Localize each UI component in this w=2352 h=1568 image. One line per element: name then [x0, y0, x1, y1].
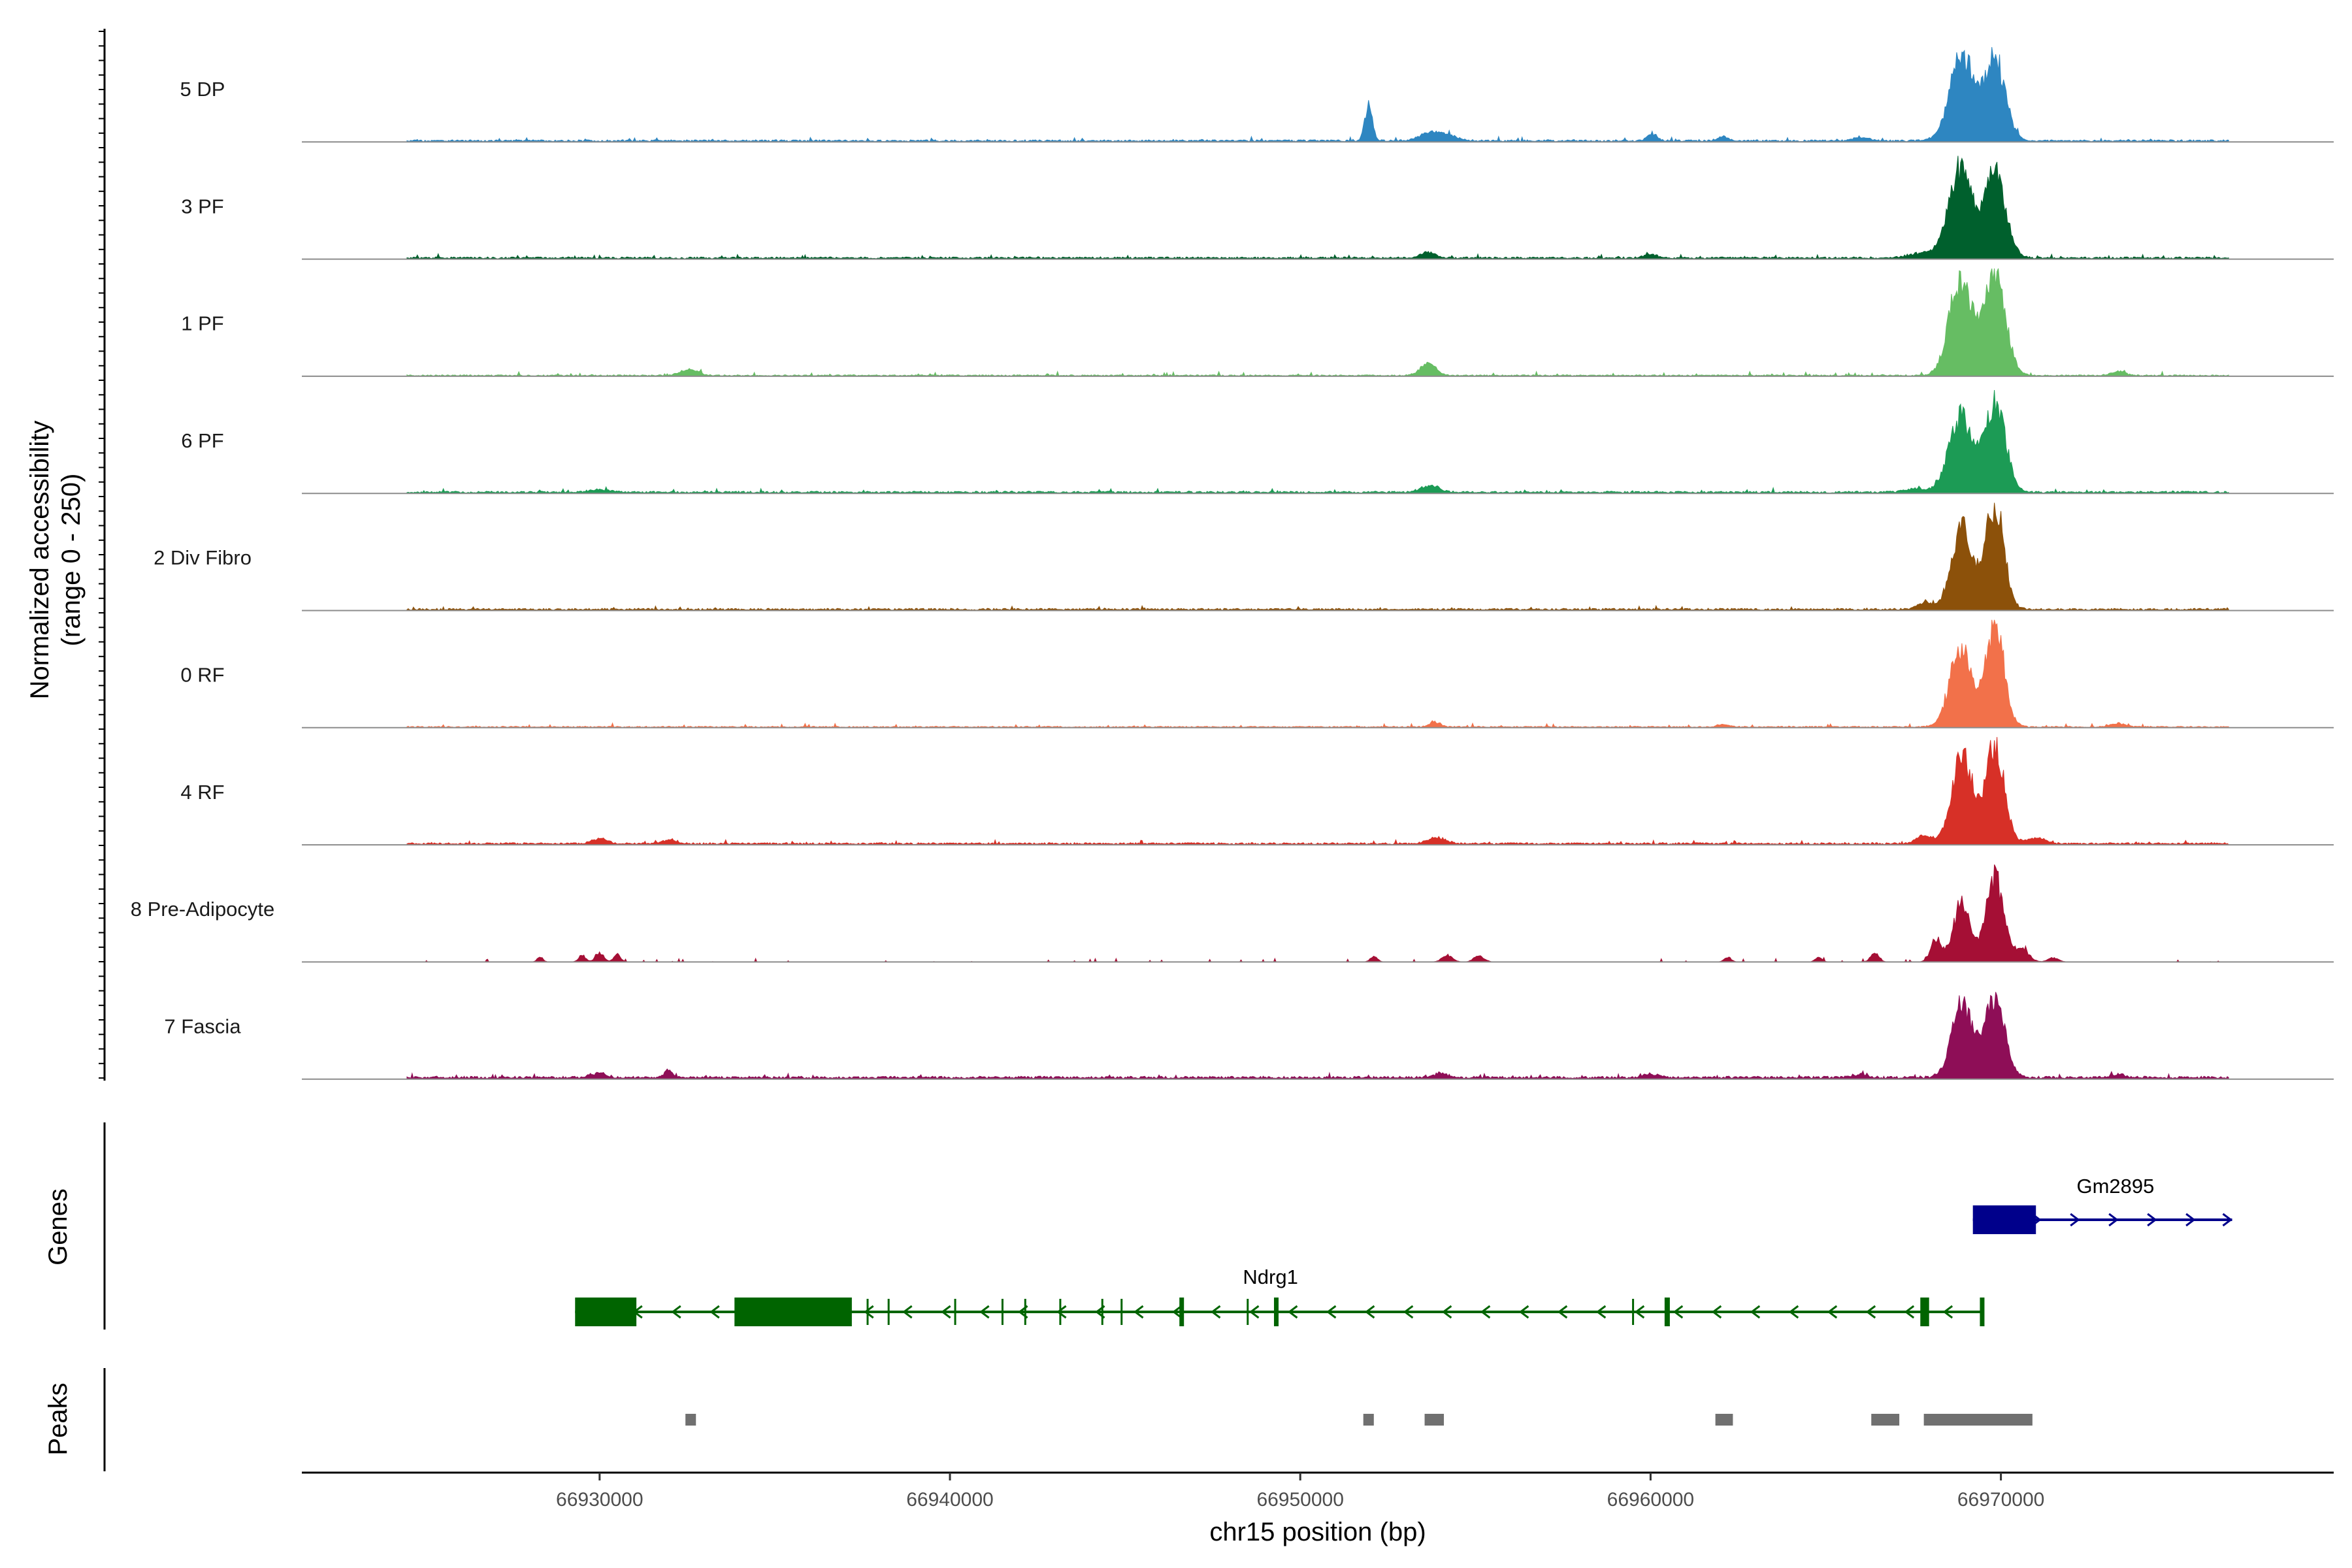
- track-label: 6 PF: [181, 429, 223, 452]
- track-2-div-fibro: 2 Div Fibro: [154, 502, 2334, 612]
- track-7-fascia: 7 Fascia: [164, 992, 2334, 1080]
- x-tick-label: 66930000: [556, 1489, 643, 1511]
- peak-region: [1715, 1414, 1733, 1426]
- strand-chevron: [1249, 1305, 1260, 1319]
- strand-chevron: [2147, 1213, 2157, 1227]
- x-tick-label: 66940000: [906, 1489, 993, 1511]
- track-5-dp: 5 DP: [180, 47, 2334, 143]
- gene-exon: [1179, 1298, 1184, 1326]
- strand-chevron: [1211, 1305, 1221, 1319]
- strand-chevron: [2222, 1213, 2232, 1227]
- strand-chevron: [1480, 1305, 1491, 1319]
- track-6-pf: 6 PF: [181, 389, 2334, 495]
- genes-track-title: Genes: [44, 1188, 73, 1266]
- strand-chevron: [2185, 1213, 2196, 1227]
- gene-exon: [1920, 1298, 1929, 1326]
- track-label: 4 RF: [180, 781, 224, 804]
- strand-chevron: [1403, 1305, 1414, 1319]
- peaks-track: Peaks: [44, 1368, 2033, 1471]
- peak-region: [1424, 1414, 1445, 1426]
- strand-chevron: [2070, 1213, 2080, 1227]
- track-1-pf: 1 PF: [181, 268, 2334, 377]
- strand-chevron: [1172, 1305, 1183, 1319]
- strand-chevron: [1056, 1305, 1067, 1319]
- coverage-area: [406, 737, 2229, 845]
- track-8-pre-adipocyte: 8 Pre-Adipocyte: [131, 864, 2334, 963]
- strand-chevron: [1942, 1305, 1953, 1319]
- strand-chevron: [1827, 1305, 1838, 1319]
- track-4-rf: 4 RF: [180, 737, 2334, 846]
- coverage-tracks: 5 DP 3 PF 1 PF 6 PF 2 Div Fibro 0 RF 4 RF 8 Pre…: [131, 47, 2334, 1080]
- gene-exon: [734, 1298, 852, 1326]
- strand-chevron: [864, 1305, 874, 1319]
- track-label: 3 PF: [181, 195, 223, 218]
- y-axis: Normalized accessibility (range 0 - 250): [25, 29, 106, 1081]
- track-label: 7 Fascia: [164, 1015, 241, 1037]
- strand-chevron: [1364, 1305, 1375, 1319]
- coverage-area: [406, 47, 2229, 142]
- track-label: 8 Pre-Adipocyte: [131, 898, 275, 921]
- x-tick-label: 66960000: [1607, 1489, 1694, 1511]
- strand-chevron: [1750, 1305, 1761, 1319]
- peak-region: [1363, 1414, 1374, 1426]
- track-label: 1 PF: [181, 312, 223, 335]
- strand-chevron: [2108, 1213, 2119, 1227]
- track-0-rf: 0 RF: [180, 619, 2334, 728]
- coverage-area: [406, 619, 2229, 728]
- genes-track: Genes Ndrg1 Gm2895: [44, 1122, 2232, 1330]
- coverage-area: [406, 389, 2229, 494]
- track-label: 0 RF: [180, 664, 224, 687]
- y-axis-title-line-1: Normalized accessibility: [25, 421, 54, 700]
- strand-chevron: [1326, 1305, 1337, 1319]
- gene-exon: [1273, 1298, 1279, 1326]
- strand-chevron: [1711, 1305, 1722, 1319]
- coverage-area: [406, 864, 2229, 962]
- gene-exon: [575, 1298, 637, 1326]
- strand-chevron: [1904, 1305, 1915, 1319]
- x-axis: chr15 position (bp) 66930000 66940000 6695…: [302, 1471, 2334, 1546]
- peak-region: [1871, 1414, 1900, 1426]
- strand-chevron: [902, 1305, 913, 1319]
- gene-ndrg1: Ndrg1: [575, 1266, 1985, 1326]
- strand-chevron: [1557, 1305, 1568, 1319]
- peaks-track-title: Peaks: [44, 1382, 73, 1455]
- gene-gm2895: Gm2895: [1972, 1175, 2232, 1234]
- strand-chevron: [1634, 1305, 1645, 1319]
- track-3-pf: 3 PF: [181, 155, 2334, 260]
- track-label: 2 Div Fibro: [154, 546, 252, 569]
- strand-chevron: [979, 1305, 990, 1319]
- track-label: 5 DP: [180, 78, 225, 101]
- coverage-area: [406, 502, 2229, 611]
- y-axis-title-line-2: (range 0 - 250): [57, 474, 86, 647]
- gene-label: Ndrg1: [1243, 1266, 1298, 1288]
- gene-exon: [1980, 1298, 1985, 1326]
- strand-chevron: [1287, 1305, 1298, 1319]
- gene-exon: [1664, 1298, 1670, 1326]
- strand-chevron: [941, 1305, 951, 1319]
- strand-chevron: [1518, 1305, 1529, 1319]
- coverage-area: [406, 992, 2229, 1080]
- strand-chevron: [1441, 1305, 1452, 1319]
- peak-region: [685, 1414, 696, 1426]
- strand-chevron: [1673, 1305, 1684, 1319]
- gene-label: Gm2895: [2076, 1175, 2154, 1198]
- strand-chevron: [1595, 1305, 1607, 1319]
- x-tick-label: 66950000: [1256, 1489, 1343, 1511]
- peak-region: [1923, 1414, 2033, 1426]
- strand-chevron: [1134, 1305, 1144, 1319]
- gene-exon: [1972, 1205, 2036, 1234]
- strand-chevron: [710, 1305, 720, 1319]
- x-axis-title: chr15 position (bp): [1209, 1518, 1426, 1546]
- strand-chevron: [1865, 1305, 1876, 1319]
- coverage-area: [406, 155, 2229, 260]
- coverage-area: [406, 268, 2229, 377]
- x-tick-label: 66970000: [1957, 1489, 2044, 1511]
- strand-chevron: [671, 1305, 681, 1319]
- strand-chevron: [1788, 1305, 1799, 1319]
